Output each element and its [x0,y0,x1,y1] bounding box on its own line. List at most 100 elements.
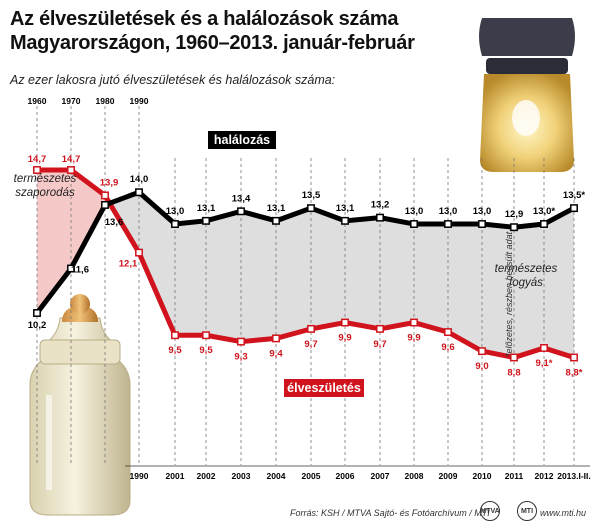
birth-point [33,166,41,174]
x-tick-label: 2007 [371,471,390,481]
x-tick-label: 1990 [130,471,149,481]
birth-value-label: 9,0 [475,361,488,372]
natural-decrease-label: természetes [495,263,558,275]
birth-point [410,318,418,327]
death-point [307,204,315,213]
death-point [135,188,143,197]
source-credit: Forrás: KSH / MTVA Sajtó- és Fotóarchívu… [290,508,490,518]
x-tick-label: 2004 [267,471,286,481]
birth-value-label: 9,7 [373,339,386,350]
death-value-label: 12,9 [505,209,524,220]
birth-point [101,191,109,200]
natural-increase-area [37,170,109,313]
birth-point [237,337,245,346]
birth-value-label: 14,7 [28,154,47,165]
death-value-label: 13,0 [439,206,458,217]
website-link[interactable]: www.mti.hu [540,508,587,518]
birth-point [135,248,143,257]
chart-title-line1: Az élveszületések és a halálozások száma [10,8,399,30]
mti-logo: MTI [517,501,537,521]
death-value-label: 13,4 [232,193,251,204]
natural-decrease-area [105,192,574,358]
x-tick-label: 2009 [439,471,458,481]
birth-value-label: 14,7 [62,154,81,165]
death-value-label: 13,5 [302,190,321,201]
death-point [478,220,486,228]
chart-title-line2: Magyarországon, 1960–2013. január-februá… [10,32,415,54]
death-point [171,220,179,228]
birth-point [478,347,486,356]
birth-point [67,166,75,174]
death-value-label: 13,0 [473,206,492,217]
death-point [101,201,109,209]
death-value-label: 13,2 [371,200,390,211]
death-value-label: 14,0 [130,174,149,185]
birth-point [444,328,452,337]
death-value-label: 11,6 [71,265,89,276]
candle-icon [479,18,575,172]
death-point [376,213,384,222]
x-tick-label: 2011 [505,471,524,481]
death-point [410,220,418,228]
x-tick-label: 2013.I-II. [557,471,591,481]
death-point [272,216,280,225]
x-tick-label: 2002 [197,471,216,481]
birth-value-label: 9,6 [441,342,454,353]
top-year-label: 1990 [130,96,149,106]
death-point [67,264,75,273]
birth-value-label: 9,5 [199,345,213,356]
birth-value-label: 9,5 [168,345,182,356]
birth-value-label: 9,3 [234,352,247,363]
x-tick-label: 2012 [535,471,554,481]
x-tick-label: 2006 [336,471,355,481]
death-value-label: 13,0* [533,206,555,217]
death-point [33,309,41,317]
death-value-label: 13,1 [336,203,355,214]
top-year-label: 1960 [28,96,47,106]
death-value-label: 13,0 [166,206,185,217]
top-year-label: 1980 [96,96,115,106]
death-value-label: 13,1 [197,203,216,214]
death-point [444,220,452,228]
x-tick-label: 2008 [405,471,424,481]
birth-value-label: 8,8* [566,367,583,378]
plot-area: 10,2 11,6 13,6 14,0 13,0 13,1 13,4 13,1 13,5 13,1… [14,96,591,481]
death-point [510,223,518,232]
birth-point [510,353,518,362]
death-value-label: 10,2 [28,320,47,331]
x-tick-label: 2003 [232,471,251,481]
birth-point [341,318,349,327]
death-point [237,207,245,216]
birth-value-label: 13,9 [100,177,119,188]
birth-point [376,324,384,333]
legend-birth-label-box [284,379,364,397]
natural-decrease-label: fogyás [509,277,543,289]
top-year-label: 1970 [62,96,81,106]
natural-increase-label: szaporodás [15,187,75,199]
birth-value-label: 9,1* [536,358,553,369]
birth-point [202,331,210,340]
death-value-label: 13,1 [267,203,286,214]
footnote: *előzetes, részben becsült adat [504,231,514,357]
x-tick-label: 2010 [473,471,492,481]
birth-value-label: 9,4 [269,348,283,359]
birth-value-label: 8,8 [507,367,520,378]
legend-death-label-box [208,131,276,149]
birth-point [272,334,280,343]
birth-point [307,324,315,333]
x-tick-label: 2005 [302,471,321,481]
death-value-label: 13,0 [405,206,424,217]
birth-point [171,331,179,340]
birth-value-label: 12,1 [119,259,138,270]
death-value-label: 13,6 [105,217,124,228]
birth-value-label: 9,9 [407,333,420,344]
death-point [570,204,578,213]
death-point [341,216,349,225]
death-point [540,220,548,228]
mtva-logo: MTVA [480,501,500,521]
x-tick-label: 2001 [166,471,185,481]
natural-increase-label: természetes [14,173,77,185]
legend-death-label: halálozás [214,133,270,147]
